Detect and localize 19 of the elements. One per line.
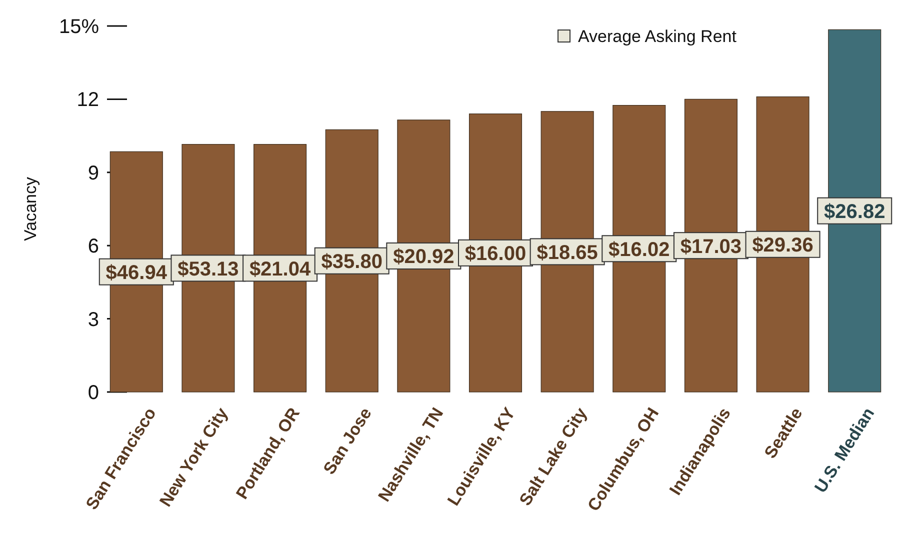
annotation: $46.94 <box>106 262 168 284</box>
y-tick-label: 6 <box>88 236 99 258</box>
y-tick-label: 9 <box>88 162 99 184</box>
annotation: $20.92 <box>393 246 454 268</box>
y-tick-label: 12 <box>76 89 99 112</box>
annotation: $16.00 <box>464 243 526 266</box>
annotation: $18.65 <box>536 242 598 264</box>
annotation: $26.82 <box>824 201 886 224</box>
annotation: $53.13 <box>178 258 239 280</box>
annotation: $29.36 <box>752 234 814 257</box>
y-axis-title: Vacancy <box>21 176 40 241</box>
y-tick-label: 0 <box>88 382 99 404</box>
y-tick-label: 15% <box>58 16 100 38</box>
y-tick-label: 3 <box>88 308 99 331</box>
annotation: $21.04 <box>249 258 312 280</box>
annotation: $17.03 <box>680 236 742 258</box>
legend-title: Average Asking Rent <box>578 26 737 46</box>
annotation: $16.02 <box>608 238 670 261</box>
annotation: $35.80 <box>321 251 382 274</box>
